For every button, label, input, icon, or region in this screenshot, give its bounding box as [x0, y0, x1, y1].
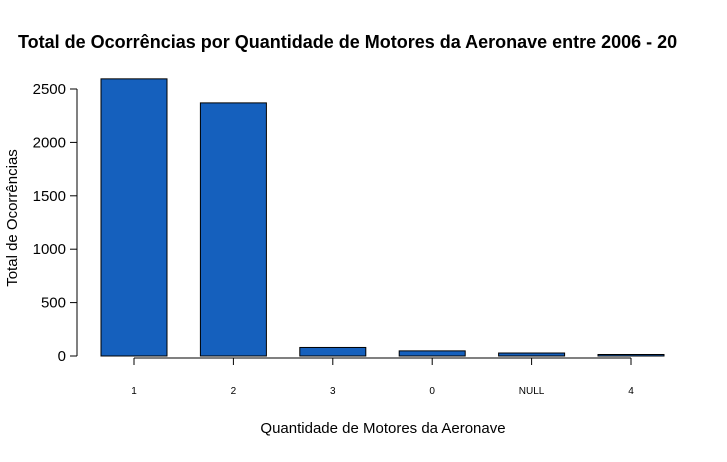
bar — [299, 346, 367, 357]
x-tick-label: NULL — [519, 386, 545, 397]
x-axis-label: Quantidade de Motores da Aeronave — [260, 420, 505, 437]
y-tick-label: 1000 — [33, 241, 66, 258]
y-axis: 0 500 1000 1500 2000 2500 — [33, 81, 78, 365]
bar — [398, 350, 466, 357]
bar — [498, 352, 566, 357]
y-axis-label: Total de Ocorrências — [4, 149, 21, 287]
bars-group — [100, 78, 665, 357]
bar — [597, 354, 665, 357]
y-tick-label: 2000 — [33, 134, 66, 151]
x-tick-label: 4 — [628, 386, 634, 397]
y-tick-label: 1500 — [33, 188, 66, 205]
y-tick-label: 500 — [41, 295, 66, 312]
bar — [100, 78, 168, 357]
x-tick-label: 2 — [231, 386, 237, 397]
x-axis: 1 2 3 0 NULL 4 — [131, 357, 634, 397]
y-tick-label: 2500 — [33, 81, 66, 98]
x-tick-label: 1 — [131, 386, 137, 397]
bar — [199, 102, 267, 357]
x-tick-label: 3 — [330, 386, 336, 397]
y-tick-label: 0 — [58, 348, 66, 365]
x-tick-label: 0 — [429, 386, 435, 397]
chart-title: Total de Ocorrências por Quantidade de M… — [18, 32, 677, 52]
